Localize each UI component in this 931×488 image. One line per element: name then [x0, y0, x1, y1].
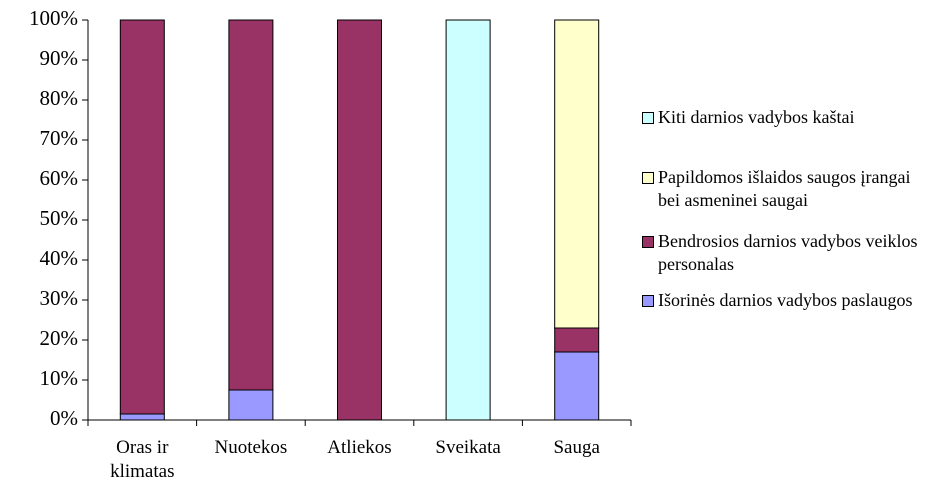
y-tick-label: 0% [50, 406, 78, 430]
bar-segment [119, 19, 165, 415]
y-tick-label: 30% [40, 286, 79, 310]
legend-item: Bendrosios darnios vadybos veiklos perso… [642, 230, 927, 276]
legend-label: Bendrosios darnios vadybos veiklos perso… [658, 231, 918, 274]
x-tick-label: Oras ir klimatas [110, 437, 175, 482]
x-tick-label: Nuotekos [214, 437, 288, 458]
bar-segment [228, 19, 274, 391]
bar-segment [445, 19, 491, 421]
y-tick-label: 70% [40, 126, 79, 150]
y-tick-label: 20% [40, 326, 79, 350]
y-tick-label: 10% [40, 366, 79, 390]
legend-item: Kiti darnios vadybos kaštai [642, 106, 927, 129]
bar-segment [554, 19, 600, 329]
y-tick-label: 100% [29, 6, 78, 30]
legend-swatch [642, 112, 654, 124]
legend-item: Išorinės darnios vadybos paslaugos [642, 289, 927, 312]
legend-label: Kiti darnios vadybos kaštai [658, 107, 855, 127]
bar-segment [554, 351, 600, 421]
bar-segment [228, 389, 274, 421]
bar-segment [119, 413, 165, 421]
y-tick-label: 90% [40, 46, 79, 70]
y-tick-label: 80% [40, 86, 79, 110]
x-tick-label: Sveikata [435, 437, 501, 458]
x-tick-label: Sauga [553, 437, 600, 458]
legend-swatch [642, 236, 654, 248]
legend-label: Papildomos išlaidos saugos įrangai bei a… [658, 167, 911, 210]
legend-swatch [642, 172, 654, 184]
y-tick-label: 50% [40, 206, 79, 230]
x-tick-label: Atliekos [327, 437, 392, 458]
bar-segment [554, 327, 600, 353]
legend-item: Papildomos išlaidos saugos įrangai bei a… [642, 166, 927, 212]
y-tick-label: 60% [40, 166, 79, 190]
legend-swatch [642, 295, 654, 307]
legend-label: Išorinės darnios vadybos paslaugos [658, 290, 913, 310]
bar-segment [337, 19, 382, 421]
y-tick-label: 40% [40, 246, 79, 270]
